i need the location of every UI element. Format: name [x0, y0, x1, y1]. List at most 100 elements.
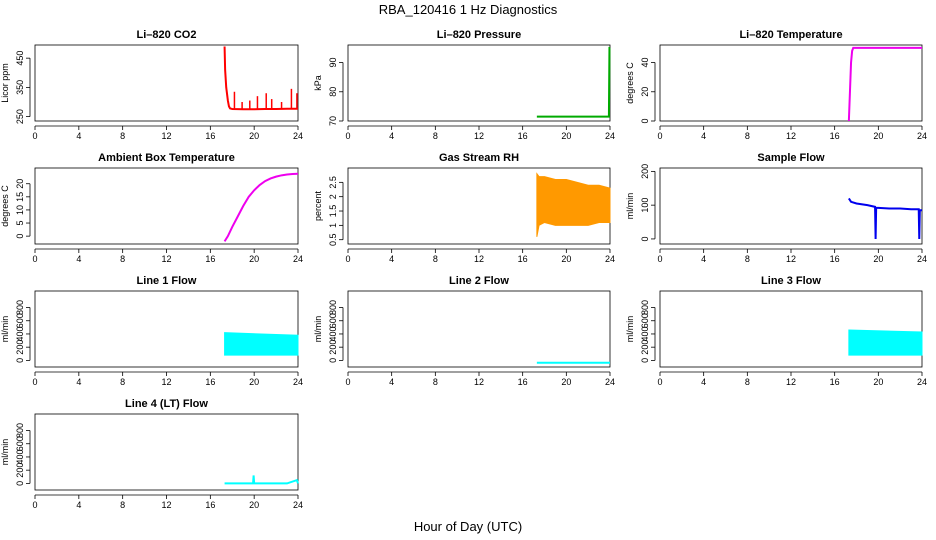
panel-1: Li–820 CO2 Licor ppm 0 4 8 12 16 20 24 250 350 450 — [0, 29, 303, 141]
panel-7-series-line1 — [224, 332, 299, 356]
panel-7-y-tick-label: 600 — [15, 313, 25, 328]
panel-10-x-tick-label: 4 — [76, 500, 81, 510]
panel-2-y-axis: 70 80 90 — [328, 58, 344, 126]
panel-9-x-tick-label: 0 — [657, 377, 662, 387]
panel-3-title: Li–820 Temperature — [739, 29, 842, 41]
panel-9: Line 3 Flow ml/min 0 4 8 12 16 20 24 0 20040060080… — [625, 275, 927, 387]
panel-2-x-tick-label: 8 — [433, 131, 438, 141]
panel-1-x-axis: 0 4 8 12 16 20 24 — [32, 125, 303, 141]
panel-7-x-tick-label: 12 — [161, 377, 171, 387]
panel-8-y-tick-label: 200 — [328, 340, 338, 355]
panel-2-x-tick-label: 12 — [474, 131, 484, 141]
panel-6-x-tick-label: 4 — [701, 254, 706, 264]
panel-7-plot-frame — [34, 290, 299, 368]
panel-10-y-tick-label: 800 — [15, 423, 25, 438]
panel-9-y-tick-label: 600 — [640, 313, 650, 328]
panel-10-y-tick-label: 400 — [15, 449, 25, 464]
panel-10-x-tick-label: 20 — [249, 500, 259, 510]
panel-8-y-axis-label: ml/min — [313, 316, 323, 343]
panel-1-y-tick-label: 250 — [15, 109, 25, 124]
panel-2-y-tick-label: 90 — [328, 58, 338, 68]
panel-6-x-tick-label: 20 — [873, 254, 883, 264]
panel-5-x-tick-label: 20 — [561, 254, 571, 264]
panel-1-x-tick-label: 16 — [205, 131, 215, 141]
panel-4-y-tick-label: 5 — [15, 221, 25, 226]
panel-4-y-tick-label: 0 — [15, 234, 25, 239]
panel-8-title: Line 2 Flow — [449, 275, 509, 287]
panel-7-x-tick-label: 16 — [205, 377, 215, 387]
panel-10-plot-frame — [34, 413, 299, 491]
panel-9-plot-frame — [659, 290, 923, 368]
panel-1-y-tick-label: 450 — [15, 51, 25, 66]
panel-3-y-axis: 0 20 40 — [640, 58, 656, 124]
panel-5-x-axis: 0 4 8 12 16 20 24 — [345, 248, 615, 264]
panel-4-x-tick-label: 24 — [293, 254, 303, 264]
panel-6-series-flow — [848, 197, 922, 239]
panel-8-x-tick-label: 8 — [433, 377, 438, 387]
panel-7-y-tick-label: 800 — [15, 300, 25, 315]
panel-3-y-tick-label: 20 — [640, 87, 650, 97]
panel-9-y-tick-label: 800 — [640, 300, 650, 315]
panel-5-x-tick-label: 4 — [389, 254, 394, 264]
panel-2-x-tick-label: 16 — [518, 131, 528, 141]
panel-4-x-tick-label: 20 — [249, 254, 259, 264]
panel-9-x-tick-label: 20 — [873, 377, 883, 387]
panel-1-x-tick-label: 0 — [32, 131, 37, 141]
panel-2-x-tick-label: 24 — [605, 131, 615, 141]
panel-4-y-tick-label: 15 — [15, 192, 25, 202]
panel-6-y-tick-label: 200 — [640, 164, 650, 179]
panel-5-x-tick-label: 0 — [345, 254, 350, 264]
panel-3-plot-frame — [659, 44, 923, 122]
panel-9-x-axis: 0 4 8 12 16 20 24 — [657, 371, 927, 387]
panel-6-plot-frame — [659, 167, 923, 245]
panel-5-y-axis-label: percent — [313, 190, 323, 221]
panel-6: Sample Flow ml/min 0 4 8 12 16 20 24 0 100 200 — [625, 152, 927, 264]
panel-5-x-tick-label: 12 — [474, 254, 484, 264]
panel-3: Li–820 Temperature degrees C 0 4 8 12 16 20 24 0 2… — [625, 29, 927, 141]
panel-10-y-tick-label: 600 — [15, 436, 25, 451]
panel-9-series-line3 — [848, 329, 923, 356]
panel-5-y-tick-label: 0.5 — [328, 233, 338, 246]
panel-10-x-tick-label: 8 — [120, 500, 125, 510]
panel-4-plot-frame — [34, 167, 299, 245]
panel-1-x-tick-label: 4 — [76, 131, 81, 141]
panel-1-x-tick-label: 20 — [249, 131, 259, 141]
panel-8-x-axis: 0 4 8 12 16 20 24 — [345, 371, 615, 387]
panel-8-y-tick-label: 600 — [328, 313, 338, 328]
panel-7-x-tick-label: 0 — [32, 377, 37, 387]
panel-10-x-axis: 0 4 8 12 16 20 24 — [32, 494, 303, 510]
panel-10-y-axis-label: ml/min — [0, 439, 10, 466]
panel-7-y-tick-label: 400 — [15, 326, 25, 341]
panel-9-x-tick-label: 4 — [701, 377, 706, 387]
panel-1-x-tick-label: 24 — [293, 131, 303, 141]
panel-5-x-tick-label: 16 — [518, 254, 528, 264]
panel-6-y-axis-label: ml/min — [625, 193, 635, 220]
panel-3-x-tick-label: 16 — [830, 131, 840, 141]
panel-8-x-tick-label: 16 — [518, 377, 528, 387]
panel-4-x-tick-label: 12 — [161, 254, 171, 264]
panel-10-y-tick-label: 0 — [15, 481, 25, 486]
panel-8-x-tick-label: 4 — [389, 377, 394, 387]
panel-4-x-tick-label: 0 — [32, 254, 37, 264]
panel-7-x-axis: 0 4 8 12 16 20 24 — [32, 371, 303, 387]
panel-7: Line 1 Flow ml/min 0 4 8 12 16 20 24 0 20040060080… — [0, 275, 303, 387]
panel-3-x-tick-label: 12 — [786, 131, 796, 141]
panel-9-title: Line 3 Flow — [761, 275, 821, 287]
panel-8-y-tick-label: 0 — [328, 358, 338, 363]
panel-7-x-tick-label: 4 — [76, 377, 81, 387]
panel-2-y-axis-label: kPa — [313, 75, 323, 91]
panel-6-x-axis: 0 4 8 12 16 20 24 — [657, 248, 927, 264]
panel-4-y-axis: 0 5 10 15 20 — [15, 179, 31, 239]
panel-6-x-tick-label: 12 — [786, 254, 796, 264]
panel-5: Gas Stream RH percent 0 4 8 12 16 20 24 0.5 1 1.5 2 2… — [313, 152, 615, 264]
panel-9-y-tick-label: 400 — [640, 326, 650, 341]
panel-2-plot-frame — [347, 44, 611, 122]
panel-3-x-tick-label: 20 — [873, 131, 883, 141]
panel-9-x-tick-label: 16 — [830, 377, 840, 387]
panel-7-x-tick-label: 24 — [293, 377, 303, 387]
panel-4-x-axis: 0 4 8 12 16 20 24 — [32, 248, 303, 264]
